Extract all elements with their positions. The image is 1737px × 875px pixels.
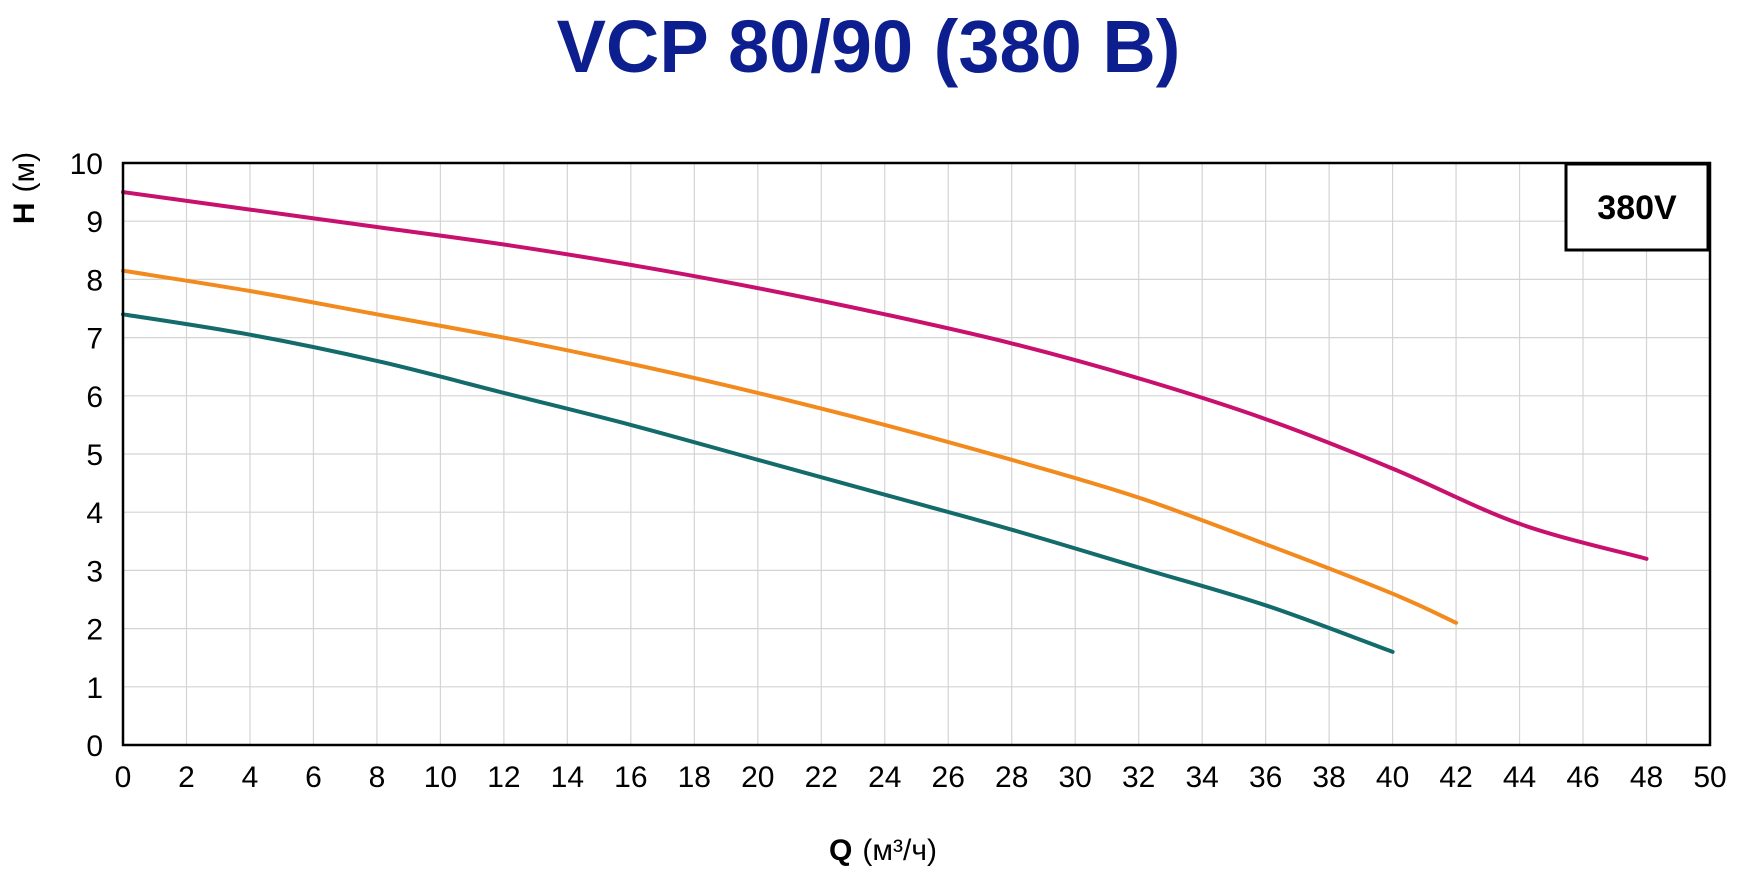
plot-frame — [121, 161, 1712, 747]
y-tick-label: 9 — [86, 206, 103, 239]
y-tick-label: 5 — [86, 439, 103, 472]
x-tick-label: 44 — [1503, 761, 1536, 794]
x-tick-label: 28 — [995, 761, 1028, 794]
y-tick-label: 1 — [86, 672, 103, 705]
y-tick-label: 3 — [86, 555, 103, 588]
y-axis-title-text: H (м) — [8, 152, 41, 224]
x-tick-label: 6 — [305, 761, 322, 794]
x-tick-label: 30 — [1059, 761, 1092, 794]
y-axis-title: H (м) — [8, 152, 41, 224]
chart-title: VCP 80/90 (380 В) — [556, 5, 1181, 88]
x-tick-label: 36 — [1249, 761, 1282, 794]
x-tick-label: 40 — [1376, 761, 1409, 794]
series-line-1 — [121, 190, 1649, 561]
y-tick-label: 7 — [86, 323, 103, 356]
x-tick-label: 20 — [741, 761, 774, 794]
legend-label: 380V — [1597, 189, 1677, 227]
x-tick-label: 8 — [369, 761, 386, 794]
x-tick-label: 46 — [1566, 761, 1599, 794]
x-tick-label: 32 — [1122, 761, 1155, 794]
series-line-3 — [121, 312, 1395, 654]
y-tick-label: 10 — [70, 148, 103, 181]
legend-box — [1564, 162, 1710, 252]
x-axis-unit: (м³/ч) — [862, 834, 937, 867]
x-tick-label: 22 — [805, 761, 838, 794]
y-tick-label: 6 — [86, 381, 103, 414]
y-tick-label: 0 — [86, 730, 103, 763]
x-tick-label: 4 — [242, 761, 259, 794]
x-tick-label: 34 — [1185, 761, 1218, 794]
y-axis-label: H — [8, 202, 41, 224]
x-tick-label: 38 — [1312, 761, 1345, 794]
y-tick-label: 2 — [86, 614, 103, 647]
x-tick-label: 12 — [487, 761, 520, 794]
x-axis-label: Q — [829, 834, 852, 867]
x-tick-label: 26 — [932, 761, 965, 794]
y-tick-label: 8 — [86, 264, 103, 297]
x-tick-label: 0 — [115, 761, 132, 794]
series-layer — [121, 190, 1649, 654]
x-tick-label: 42 — [1439, 761, 1472, 794]
series-line-2 — [121, 268, 1459, 625]
x-tick-label: 24 — [868, 761, 901, 794]
y-tick-label: 4 — [86, 497, 103, 530]
x-tick-label: 2 — [178, 761, 195, 794]
tick-layer: 0 2 4 6 8 10 12 14 16 18 20 22 24 26 28 30 32 34 36 38 40 42 4… — [70, 148, 1727, 794]
x-tick-label: 14 — [551, 761, 584, 794]
x-tick-label: 18 — [678, 761, 711, 794]
x-axis-title-text: Q (м³/ч) — [829, 834, 937, 867]
legend: 380V — [1564, 162, 1710, 252]
y-axis-unit: (м) — [8, 152, 41, 193]
grid-layer — [122, 162, 1711, 746]
x-tick-label: 48 — [1630, 761, 1663, 794]
x-tick-label: 16 — [614, 761, 647, 794]
x-tick-label: 10 — [424, 761, 457, 794]
x-tick-label: 50 — [1693, 761, 1726, 794]
